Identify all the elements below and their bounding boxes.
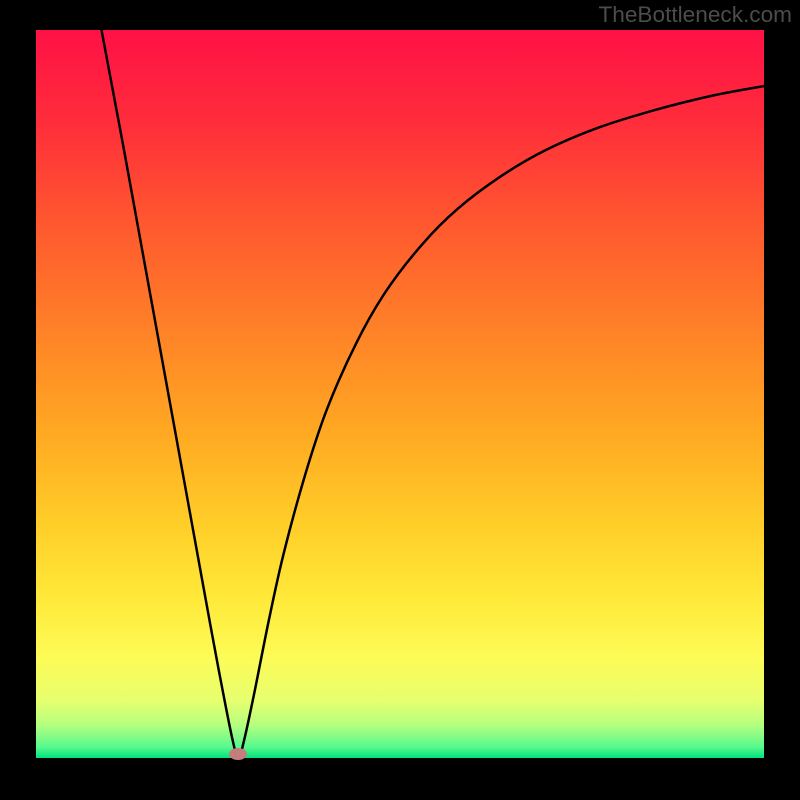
bottleneck-curve bbox=[36, 30, 764, 758]
chart-canvas: TheBottleneck.com bbox=[0, 0, 800, 800]
plot-area bbox=[36, 30, 764, 758]
optimal-point-marker bbox=[229, 748, 247, 760]
watermark-text: TheBottleneck.com bbox=[598, 2, 792, 28]
